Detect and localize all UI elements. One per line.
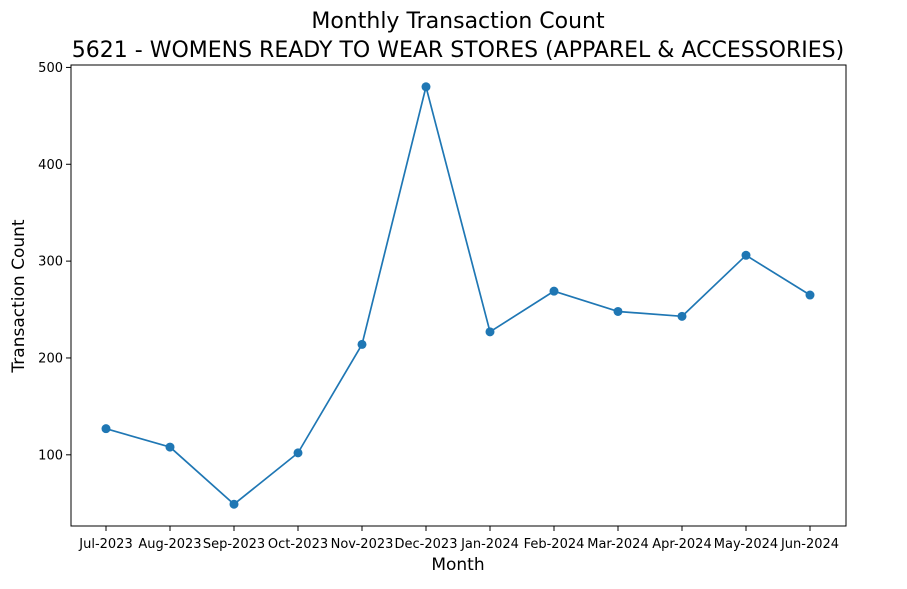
y-tick-label: 100 [38,448,63,463]
y-tick-label: 400 [38,158,63,173]
x-tick-label: Sep-2023 [203,537,265,552]
data-point [549,286,559,296]
data-point [421,82,431,92]
x-tick-label: Aug-2023 [138,537,201,552]
plot-area: 100 200 300 400 500 Jul-2023 Aug-2023 Sep-2023 O… [38,61,847,552]
data-point [229,499,239,509]
data-point [101,424,111,434]
data-point [293,448,303,458]
x-tick-label: Feb-2024 [524,537,585,552]
data-point [485,327,495,337]
y-tick-label: 300 [38,255,63,270]
x-tick-label: Jul-2023 [78,537,132,552]
y-tick-label: 500 [38,61,63,76]
data-point [677,311,687,321]
x-tick-label: May-2024 [714,537,778,552]
x-tick-label: Jun-2024 [780,537,839,552]
chart-title: Monthly Transaction Count [311,9,605,34]
data-point [805,290,815,300]
y-axis-label: Transaction Count [9,219,29,373]
x-tick-label: Nov-2023 [331,537,394,552]
y-tick-label: 200 [38,351,63,366]
x-axis-label: Month [431,555,484,575]
data-point [357,339,367,349]
x-tick-label: Mar-2024 [587,537,648,552]
x-tick-label: Apr-2024 [652,537,711,552]
data-point [165,442,175,452]
x-tick-label: Jan-2024 [460,537,519,552]
series-line [105,85,811,506]
data-point [741,250,751,260]
chart-subtitle: 5621 - WOMENS READY TO WEAR STORES (APPA… [72,38,844,63]
plot-frame [70,64,847,527]
data-point [613,306,623,316]
x-tick-label: Oct-2023 [268,537,328,552]
x-tick-label: Dec-2023 [395,537,458,552]
